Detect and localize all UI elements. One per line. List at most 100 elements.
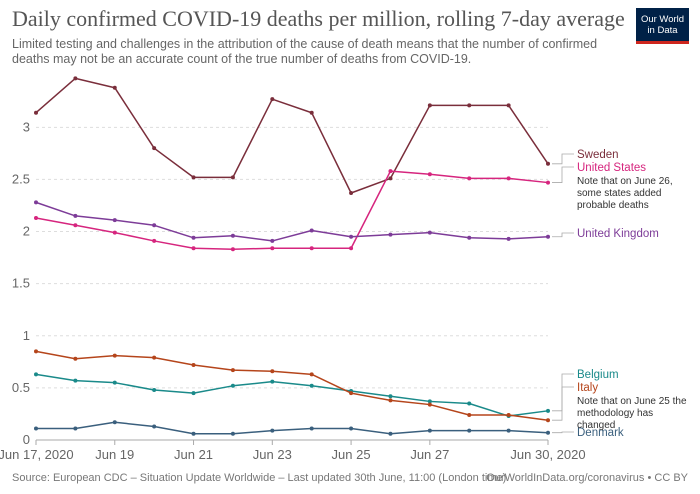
series-line-denmark xyxy=(36,421,549,435)
y-tick-label: 1.5 xyxy=(12,276,30,291)
y-tick-label: 2.5 xyxy=(12,171,30,186)
data-point xyxy=(73,356,78,361)
data-point xyxy=(34,110,38,115)
series-line-united-kingdom xyxy=(35,201,549,242)
series-line-belgium xyxy=(35,373,549,417)
x-tick-label: Jun 27 xyxy=(410,447,449,462)
data-point xyxy=(388,394,393,399)
x-tick-label: Jun 30, 2020 xyxy=(510,447,585,462)
data-point xyxy=(191,235,196,240)
data-point xyxy=(112,85,117,90)
logo-line-2: in Data xyxy=(647,25,678,36)
annotation-text: Note that on June 26, xyxy=(577,176,673,187)
data-point xyxy=(34,216,38,220)
label-connector xyxy=(552,153,574,165)
data-point xyxy=(427,428,432,433)
data-point xyxy=(309,426,314,431)
annotation-text: changed xyxy=(577,420,615,431)
series-label: Denmark xyxy=(577,427,624,439)
data-point xyxy=(309,246,314,251)
data-point xyxy=(427,230,432,235)
data-point xyxy=(73,223,78,228)
data-point xyxy=(467,412,472,417)
data-point xyxy=(270,428,275,433)
label-connector xyxy=(552,431,574,434)
x-tick-label: Jun 21 xyxy=(174,447,213,462)
data-point xyxy=(152,146,157,151)
data-point xyxy=(427,402,432,407)
x-tick-label: Jun 23 xyxy=(253,447,292,462)
series-label: Italy xyxy=(577,382,598,394)
data-point xyxy=(191,246,196,251)
data-point xyxy=(546,234,550,239)
series-line-united-states xyxy=(35,170,549,251)
source-note: Source: European CDC – Situation Update … xyxy=(12,472,507,484)
label-connector xyxy=(552,373,574,412)
data-point xyxy=(309,372,314,377)
data-point xyxy=(506,103,511,108)
x-tick-label: Jun 17, 2020 xyxy=(0,447,74,462)
data-point xyxy=(230,368,235,373)
data-point xyxy=(349,391,354,396)
data-point xyxy=(191,175,196,180)
data-point xyxy=(112,218,117,223)
data-point xyxy=(506,412,511,417)
data-point xyxy=(34,200,38,205)
owid-logo[interactable]: Our World in Data xyxy=(636,8,689,44)
series-label: Belgium xyxy=(577,369,619,381)
data-point xyxy=(230,383,235,388)
annotation-text: methodology has xyxy=(577,408,653,419)
data-point xyxy=(152,355,157,360)
data-point xyxy=(34,372,38,377)
data-point xyxy=(230,247,235,252)
chart-subtitle: Limited testing and challenges in the at… xyxy=(12,37,598,66)
label-connector xyxy=(552,232,574,238)
data-point xyxy=(270,238,275,243)
data-point xyxy=(191,431,196,436)
data-point xyxy=(112,230,117,235)
data-point xyxy=(191,391,196,396)
data-point xyxy=(388,431,393,436)
data-point xyxy=(34,426,38,431)
data-point xyxy=(506,236,511,241)
data-point xyxy=(152,238,157,243)
logo-line-1: Our World xyxy=(640,14,685,25)
y-tick-label: 1 xyxy=(23,328,30,343)
data-point xyxy=(309,228,314,233)
x-tick-label: Jun 19 xyxy=(95,447,134,462)
data-point xyxy=(388,169,393,174)
data-point xyxy=(467,235,472,240)
data-point xyxy=(270,369,275,374)
annotation-text: Note that on June 25 the xyxy=(577,396,687,407)
data-point xyxy=(270,379,275,384)
data-point xyxy=(230,175,235,180)
data-point xyxy=(73,426,78,431)
data-point xyxy=(467,176,472,181)
data-point xyxy=(112,353,117,358)
data-point xyxy=(546,430,550,435)
data-point xyxy=(349,246,354,251)
data-point xyxy=(467,103,472,108)
data-point xyxy=(152,424,157,429)
data-point xyxy=(191,362,196,367)
data-point xyxy=(546,161,550,166)
annotation-text: some states added xyxy=(577,188,662,199)
data-point xyxy=(73,76,78,81)
annotation-text: probable deaths xyxy=(577,200,649,211)
data-point xyxy=(270,246,275,251)
credit-link[interactable]: OurWorldInData.org/coronavirus • CC BY xyxy=(486,472,688,484)
data-point xyxy=(388,398,393,403)
chart-title: Daily confirmed COVID-19 deaths per mill… xyxy=(12,6,625,31)
series-label: United States xyxy=(577,162,646,174)
data-point xyxy=(112,420,117,425)
data-point xyxy=(427,399,432,404)
y-tick-label: 2 xyxy=(23,224,30,239)
series-line-italy xyxy=(35,350,549,421)
x-tick-label: Jun 25 xyxy=(332,447,371,462)
data-point xyxy=(34,349,38,354)
data-point xyxy=(230,233,235,238)
data-point xyxy=(73,213,78,218)
label-connector xyxy=(552,386,574,421)
